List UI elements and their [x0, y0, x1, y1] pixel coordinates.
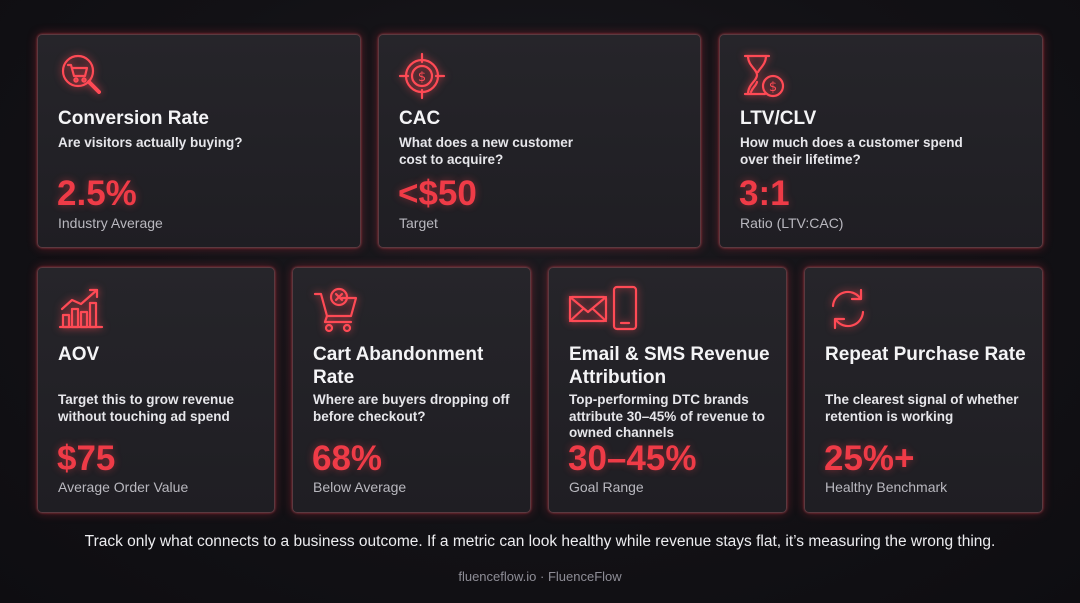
- card-value: <$50: [398, 174, 477, 213]
- card-description: The clearest signal of whether retention…: [825, 392, 1019, 424]
- card-caption: Industry Average: [58, 215, 163, 231]
- cart-search-icon: [57, 52, 105, 100]
- card-title: Email & SMS Revenue Attribution: [569, 344, 770, 388]
- card-value: 3:1: [739, 174, 790, 213]
- metric-card-cac: $ CAC What does a new customer cost to a…: [378, 34, 701, 248]
- card-caption: Below Average: [313, 479, 407, 495]
- target-dollar-icon: $: [398, 52, 446, 100]
- card-description: Are visitors actually buying?: [58, 135, 243, 150]
- card-title: LTV/CLV: [740, 108, 817, 129]
- hourglass-dollar-icon: $: [739, 52, 787, 100]
- metric-card-cart-abandonment: Cart Abandonment Rate Where are buyers d…: [292, 267, 531, 513]
- card-title: Conversion Rate: [58, 108, 209, 129]
- card-caption: Ratio (LTV:CAC): [740, 215, 844, 231]
- metric-card-ltv-clv: $ LTV/CLV How much does a customer spend…: [719, 34, 1043, 248]
- svg-text:$: $: [418, 70, 426, 85]
- card-value: $75: [57, 439, 116, 478]
- footer-note: Track only what connects to a business o…: [84, 533, 996, 550]
- svg-text:$: $: [769, 80, 777, 95]
- card-caption: Goal Range: [569, 479, 644, 495]
- card-title: Repeat Purchase Rate: [825, 344, 1026, 365]
- card-value: 68%: [312, 439, 383, 478]
- card-caption: Target: [399, 215, 438, 231]
- metric-card-email-sms: Email & SMS Revenue Attribution Top-perf…: [548, 267, 787, 513]
- card-description: Top-performing DTC brands attribute 30–4…: [569, 392, 765, 440]
- metric-card-aov: AOV Target this to grow revenue without …: [37, 267, 275, 513]
- card-caption: Average Order Value: [58, 479, 189, 495]
- card-description: Where are buyers dropping off before che…: [313, 392, 510, 424]
- card-title: Cart Abandonment Rate: [313, 344, 484, 388]
- card-value: 25%+: [824, 439, 915, 478]
- card-value: 2.5%: [57, 174, 137, 213]
- card-value: 30–45%: [568, 439, 697, 478]
- metric-card-conversion-rate: Conversion Rate Are visitors actually bu…: [37, 34, 361, 248]
- card-description: How much does a customer spend over thei…: [740, 135, 963, 167]
- card-description: What does a new customer cost to acquire…: [399, 135, 574, 167]
- card-description: Target this to grow revenue without touc…: [58, 392, 235, 424]
- growth-chart-icon: [57, 285, 105, 333]
- brand-credit: fluenceflow.io · FluenceFlow: [458, 569, 622, 584]
- metric-card-repeat-purchase: Repeat Purchase Rate The clearest signal…: [804, 267, 1043, 513]
- cart-cancel-icon: [312, 285, 360, 333]
- email-phone-icon: [568, 285, 643, 333]
- card-title: CAC: [399, 108, 441, 129]
- card-title: AOV: [58, 344, 100, 365]
- card-caption: Healthy Benchmark: [825, 479, 948, 495]
- refresh-icon: [824, 285, 872, 333]
